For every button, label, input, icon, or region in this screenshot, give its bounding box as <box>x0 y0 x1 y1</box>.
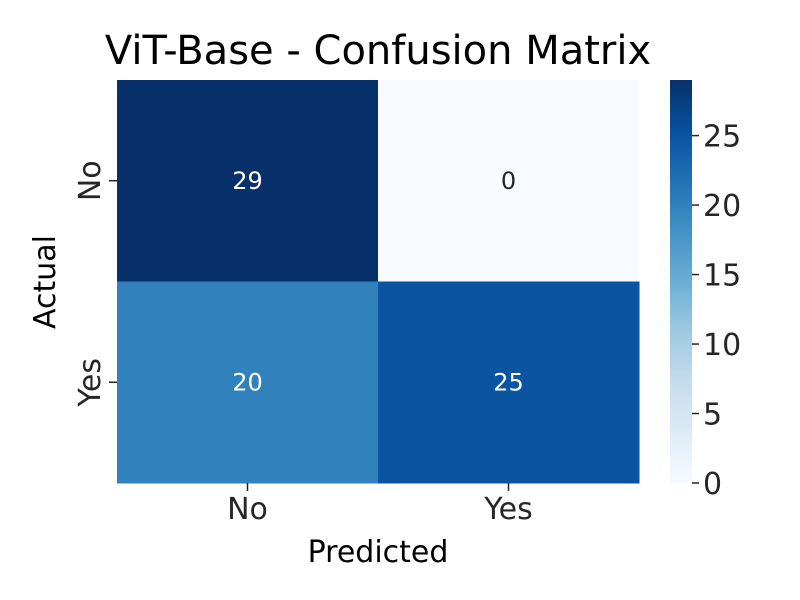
chart-title: ViT-Base - Confusion Matrix <box>105 28 651 74</box>
colorbar-tick-label: 10 <box>703 328 741 363</box>
x-tick-label: No <box>227 492 268 527</box>
colorbar-tick-label: 0 <box>703 467 722 502</box>
heatmap-cells: 29 0 20 25 <box>117 80 640 484</box>
heatmap-cell <box>378 281 640 484</box>
x-axis-label: Predicted <box>308 535 449 570</box>
colorbar-tick-label: 25 <box>703 120 741 155</box>
x-axis: No Yes <box>227 483 533 527</box>
y-axis-label: Actual <box>28 235 63 329</box>
heatmap-cell <box>117 80 379 282</box>
colorbar <box>670 80 692 483</box>
y-tick-label: No <box>73 160 108 201</box>
y-axis: No Yes <box>73 160 117 407</box>
x-tick-label: Yes <box>483 492 532 527</box>
colorbar-tick-label: 20 <box>703 189 741 224</box>
colorbar-axis: 0 5 10 15 20 25 <box>692 120 741 502</box>
cell-value-label: 20 <box>232 368 263 396</box>
colorbar-tick-label: 5 <box>703 398 722 433</box>
cell-value-label: 0 <box>501 167 516 195</box>
heatmap-cell <box>117 281 379 484</box>
cell-value-label: 25 <box>493 368 524 396</box>
y-tick-label: Yes <box>73 358 108 407</box>
cell-value-label: 29 <box>232 167 263 195</box>
heatmap-cell <box>378 80 640 282</box>
colorbar-tick-label: 15 <box>703 259 741 294</box>
